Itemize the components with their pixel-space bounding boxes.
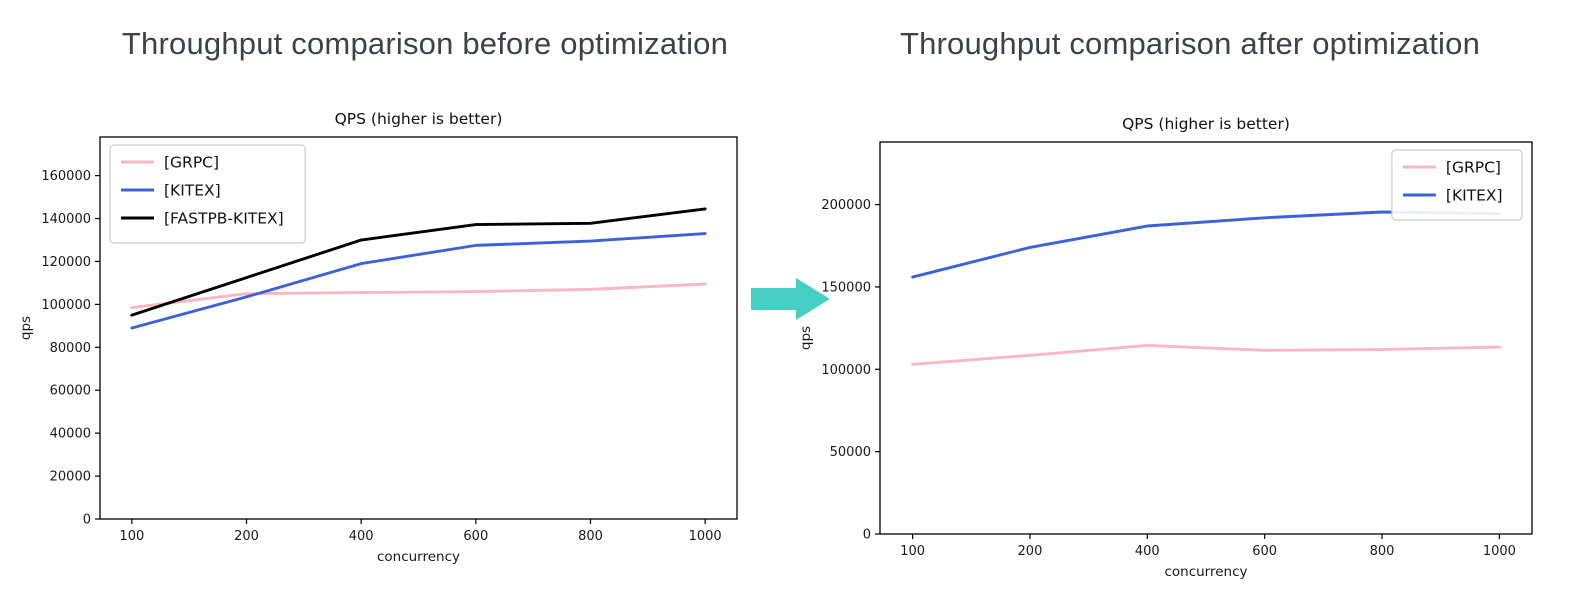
before-title: QPS (higher is better) xyxy=(335,110,503,128)
heading-before-optimization: Throughput comparison before optimizatio… xyxy=(121,26,729,61)
before-y-tick-label: 0 xyxy=(83,513,91,528)
chart-before-svg: 0 20000 40000 60000 80000 100000 120000 140000 1… xyxy=(18,110,738,565)
before-legend-label: [KITEX] xyxy=(164,182,221,200)
before-y-tick-label: 20000 xyxy=(50,470,91,485)
before-y-tick-label: 80000 xyxy=(50,341,91,356)
before-axes-border xyxy=(99,136,738,520)
transition-arrow xyxy=(751,277,831,321)
after-line-grpc xyxy=(911,343,1501,366)
before-line-fastpb-kitex xyxy=(130,207,707,317)
after-y-tick-label: 200000 xyxy=(821,198,871,213)
chart-before-optimization: 0 20000 40000 60000 80000 100000 120000 140000 1… xyxy=(10,98,758,591)
right-arrow-icon xyxy=(751,278,830,320)
before-legend-label: [FASTPB-KITEX] xyxy=(164,210,284,228)
after-x-tick-label: 800 xyxy=(1370,544,1395,559)
after-y-tick-label: 0 xyxy=(863,528,871,543)
after-x-tick-label: 100 xyxy=(900,544,925,559)
after-line-kitex xyxy=(911,210,1501,279)
after-ylabel: qps xyxy=(798,326,814,350)
after-x-tick-label: 600 xyxy=(1252,544,1277,559)
before-ylabel: qps xyxy=(18,316,34,340)
after-legend-label: [GRPC] xyxy=(1446,159,1501,177)
after-x-tick-label: 200 xyxy=(1018,544,1043,559)
after-y-tick-label: 100000 xyxy=(821,363,871,378)
chart-after-optimization: 0 50000 100000 150000 200000 100 200 400 600 800 1… xyxy=(795,98,1557,603)
after-y-tick-label: 50000 xyxy=(830,445,871,460)
before-line-kitex xyxy=(130,232,707,330)
after-xlabel: concurrency xyxy=(1164,564,1247,580)
before-line-grpc xyxy=(130,282,707,310)
before-x-tick-label: 400 xyxy=(349,529,374,544)
before-y-tick-label: 140000 xyxy=(41,212,91,227)
before-x-tick-label: 100 xyxy=(119,529,144,544)
before-legend-box xyxy=(109,144,306,244)
after-axes-border xyxy=(879,141,1533,535)
after-title: QPS (higher is better) xyxy=(1122,115,1290,133)
before-x-tick-label: 200 xyxy=(234,529,259,544)
heading-after-optimization: Throughput comparison after optimization xyxy=(899,26,1481,61)
after-x-tick-label: 400 xyxy=(1135,544,1160,559)
before-y-tick-label: 40000 xyxy=(50,427,91,442)
before-y-tick-label: 120000 xyxy=(41,255,91,270)
before-x-tick-label: 800 xyxy=(578,529,603,544)
after-y-tick-label: 150000 xyxy=(821,280,871,295)
before-y-tick-label: 100000 xyxy=(41,298,91,313)
after-legend-label: [KITEX] xyxy=(1446,187,1503,205)
before-legend-label: [GRPC] xyxy=(164,154,219,172)
before-x-tick-label: 1000 xyxy=(689,529,722,544)
after-x-tick-label: 1000 xyxy=(1483,544,1516,559)
before-y-tick-label: 60000 xyxy=(50,384,91,399)
before-y-tick-label: 160000 xyxy=(41,169,91,184)
before-xlabel: concurrency xyxy=(377,549,460,565)
before-x-tick-label: 600 xyxy=(463,529,488,544)
